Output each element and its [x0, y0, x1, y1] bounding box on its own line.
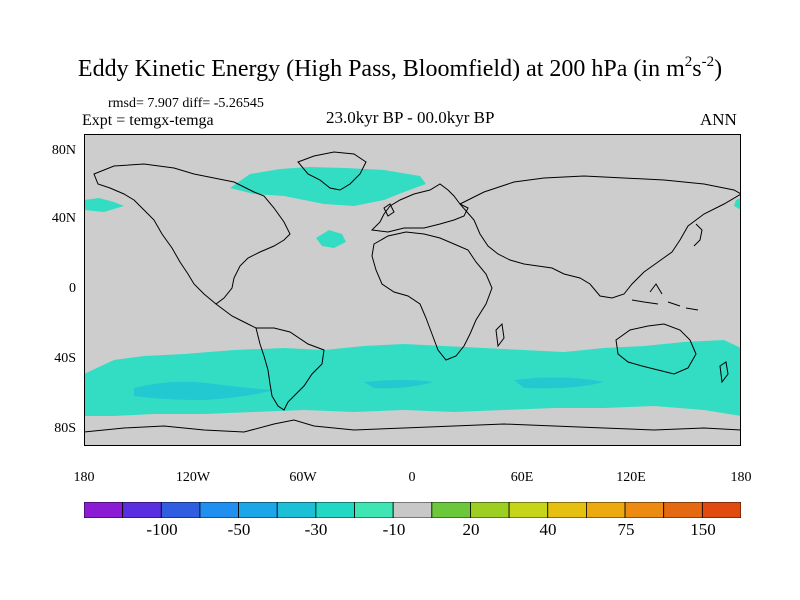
lon-label-60e: 60E [510, 470, 534, 485]
colorbar-box [701, 502, 741, 518]
south-pacific-core [134, 381, 274, 400]
colorbar-label-1: -100 [146, 520, 178, 539]
colorbar-box [122, 502, 162, 518]
lat-label-80n: 80N [51, 143, 76, 158]
coastlines [84, 151, 741, 433]
colorbar-label-7: 75 [617, 520, 635, 539]
colorbar-label-4: -10 [382, 520, 406, 539]
lat-label-40n: 40N [51, 211, 76, 226]
lon-label-60w: 60W [289, 470, 317, 485]
colorbar-box [238, 502, 278, 518]
australia-coast [615, 323, 697, 375]
atlantic-small-anomaly [316, 230, 346, 248]
colorbar-box [431, 502, 471, 518]
indian-ocean-core [514, 377, 604, 389]
north-pacific-west-anomaly [84, 198, 124, 212]
colorbar-box [160, 502, 201, 518]
colorbar [84, 502, 741, 518]
colorbar-box [663, 502, 703, 518]
map-title: Eddy Kinetic Energy (High Pass, Bloomfie… [77, 54, 723, 83]
lon-label-180w: 180 [73, 470, 95, 485]
colorbar-box [84, 502, 124, 518]
experiment-label: Expt = temgx-temga [82, 112, 214, 129]
lat-label-40s: 40S [54, 351, 76, 366]
colorbar-box [586, 502, 626, 518]
africa-coast [371, 231, 493, 361]
colorbar-box [354, 502, 394, 518]
antarctica-coast [84, 419, 741, 433]
asia-coast [459, 175, 741, 299]
central-america-coast [215, 303, 257, 329]
north-pacific-east-anomaly [734, 198, 741, 210]
colorbar-box [547, 502, 587, 518]
world-map [84, 134, 741, 446]
colorbar-box [470, 502, 510, 518]
lon-label-0: 0 [408, 470, 416, 485]
islands-nz [719, 361, 729, 384]
season-label: ANN [700, 110, 737, 129]
map-frame [84, 134, 741, 446]
islands-uk [383, 203, 395, 217]
colorbar-label-8: 150 [690, 520, 716, 539]
anomaly-fills [84, 167, 741, 416]
colorbar-box [392, 502, 433, 518]
stats-text: rmsd= 7.907 diff= -5.26545 [108, 96, 264, 111]
lon-label-180e: 180 [730, 470, 752, 485]
islands-japan [693, 223, 703, 247]
lat-label-0: 0 [69, 281, 76, 296]
southern-ocean-band [84, 340, 741, 416]
islands-madagascar [495, 322, 505, 348]
colorbar-label-6: 40 [539, 520, 557, 539]
colorbar-box [276, 502, 317, 518]
south-america-coast [255, 327, 325, 411]
lon-label-120e: 120E [616, 470, 646, 485]
colorbar-label-5: 20 [462, 520, 480, 539]
islands-indonesia [631, 283, 699, 311]
period-label: 23.0kyr BP - 00.0kyr BP [326, 108, 495, 127]
lat-label-80s: 80S [54, 421, 76, 436]
colorbar-box [624, 502, 665, 518]
colorbar-box [508, 502, 549, 518]
colorbar-box [199, 502, 239, 518]
europe-coast [370, 183, 469, 233]
north-america-coast [93, 163, 291, 305]
south-atlantic-core [364, 380, 434, 389]
lon-label-120w: 120W [175, 470, 211, 485]
colorbar-label-3: -30 [304, 520, 328, 539]
colorbar-box [315, 502, 355, 518]
colorbar-label-2: -50 [227, 520, 251, 539]
greenland-coast [297, 151, 367, 191]
